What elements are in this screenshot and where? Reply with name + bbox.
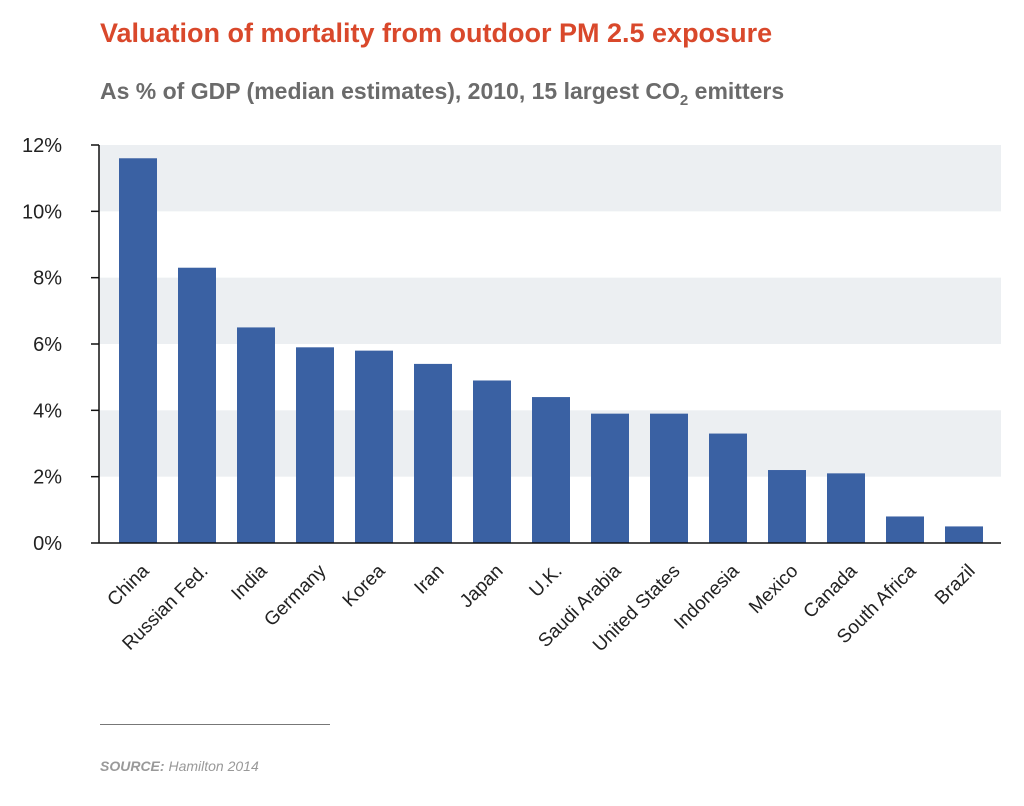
x-tick-label: Mexico — [745, 561, 802, 618]
source-label: SOURCE: — [100, 758, 165, 774]
x-tick-label: Korea — [339, 560, 390, 611]
chart-subtitle: As % of GDP (median estimates), 2010, 15… — [100, 78, 784, 109]
bar-south-africa — [886, 516, 924, 543]
axes — [91, 144, 1001, 544]
bar-korea — [355, 350, 393, 543]
y-tick-label: 4% — [33, 400, 62, 422]
bar-saudi-arabia — [591, 413, 629, 543]
x-tick-label: India — [228, 560, 272, 604]
subtitle-subscript: 2 — [679, 92, 689, 109]
subtitle-text: As % of GDP (median estimates), 2010, 15… — [100, 78, 680, 104]
bar-united-states — [650, 413, 688, 543]
y-tick-label: 6% — [33, 334, 62, 356]
y-tick-label: 10% — [22, 201, 62, 223]
bars — [119, 158, 983, 543]
source-text: Hamilton 2014 — [164, 758, 259, 774]
subtitle-text-end: emitters — [688, 78, 785, 104]
grid-band — [99, 145, 1001, 212]
y-tick-labels: 0% 2% 4% 6% 8% 10% 12% — [22, 135, 62, 555]
bar-china — [119, 158, 157, 543]
x-tick-label: Iran — [411, 561, 449, 599]
bar-germany — [296, 347, 334, 543]
bar-indonesia — [709, 433, 747, 543]
y-tick-label: 8% — [33, 268, 62, 290]
bar-russian-fed — [178, 267, 216, 543]
x-tick-label: Indonesia — [670, 560, 743, 633]
x-tick-label: Germany — [260, 560, 330, 630]
y-tick-label: 2% — [33, 467, 62, 489]
x-tick-label: U.K. — [526, 561, 567, 602]
y-tick-label: 0% — [33, 533, 62, 555]
source-note: SOURCE: Hamilton 2014 — [100, 758, 259, 774]
x-tick-label: Japan — [456, 561, 507, 612]
bar-brazil — [945, 526, 983, 543]
source-divider — [100, 724, 330, 725]
bar-india — [237, 327, 275, 543]
bar-mexico — [768, 470, 806, 543]
bar-japan — [473, 380, 511, 543]
grid-band — [99, 277, 1001, 344]
bar-canada — [827, 473, 865, 543]
bar-iran — [414, 363, 452, 543]
chart-title: Valuation of mortality from outdoor PM 2… — [100, 18, 773, 48]
y-tick-label: 12% — [22, 135, 62, 157]
x-tick-label: China — [104, 560, 154, 610]
x-tick-label: Brazil — [931, 561, 979, 609]
bar-u-k — [532, 397, 570, 543]
